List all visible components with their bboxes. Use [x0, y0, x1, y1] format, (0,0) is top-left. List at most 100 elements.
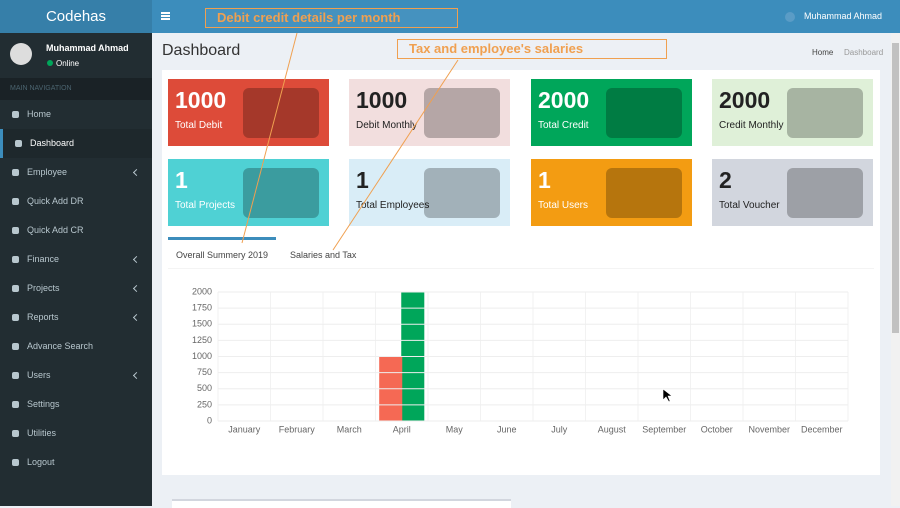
next-panel [172, 499, 511, 508]
user-avatar [785, 12, 795, 22]
card-icon [243, 168, 319, 218]
card-label: Total Voucher [719, 200, 780, 211]
info-card: 2000 Total Credit [531, 79, 692, 146]
card-icon [606, 88, 682, 138]
card-label: Total Projects [175, 200, 236, 211]
card-label: Total Employees [356, 200, 430, 211]
menu-item[interactable]: Dashboard [0, 129, 152, 158]
card-icon [424, 168, 500, 218]
card-value: 2000 [719, 87, 771, 113]
x-tick-label: February [279, 424, 316, 434]
card-icon [787, 168, 863, 218]
menu-item[interactable]: Quick Add DR [0, 187, 152, 216]
info-card: 1 Total Employees [349, 159, 510, 226]
menu-icon [12, 401, 19, 408]
menu-toggle[interactable] [161, 12, 170, 14]
menu-label: Projects [27, 283, 60, 293]
x-tick-label: June [497, 424, 517, 434]
status-dot [47, 60, 53, 66]
page-title: Dashboard [162, 42, 241, 59]
sidebar: Muhammad Ahmad Online MAIN NAVIGATION Ho… [0, 33, 152, 506]
x-tick-label: October [701, 424, 733, 434]
x-tick-label: May [446, 424, 464, 434]
y-tick-label: 2000 [192, 286, 212, 296]
brand[interactable]: Codehas [0, 0, 152, 33]
card-value: 1 [356, 167, 369, 193]
scroll-thumb[interactable] [892, 43, 899, 333]
menu-item[interactable]: Quick Add CR [0, 216, 152, 245]
menu-icon [12, 285, 19, 292]
y-tick-label: 0 [207, 415, 212, 425]
annotation: Debit credit details per month [205, 8, 458, 28]
card-value: 2000 [538, 87, 590, 113]
menu-icon [12, 169, 19, 176]
x-tick-label: July [551, 424, 568, 434]
info-card: 1000 Total Debit [168, 79, 329, 146]
menu-icon [12, 343, 19, 350]
x-tick-label: November [748, 424, 790, 434]
menu-item[interactable]: Users [0, 361, 152, 390]
x-tick-label: January [228, 424, 261, 434]
menu-label: Employee [27, 167, 68, 177]
section-header: MAIN NAVIGATION [0, 78, 152, 100]
menu-item[interactable]: Projects [0, 274, 152, 303]
tab[interactable]: Overall Summery 2019 [168, 237, 276, 268]
x-tick-label: April [393, 424, 411, 434]
breadcrumb-current: Dashboard [844, 48, 884, 57]
menu-item[interactable]: Home [0, 100, 152, 129]
menu-icon [12, 372, 19, 379]
menu-label: Dashboard [30, 138, 75, 148]
menu-icon [15, 140, 22, 147]
menu-label: Quick Add CR [27, 225, 84, 235]
menu-label: Home [27, 109, 52, 119]
menu-icon [12, 111, 19, 118]
card-value: 1 [175, 167, 188, 193]
card-label: Total Credit [538, 120, 589, 131]
menu-item[interactable]: Employee [0, 158, 152, 187]
x-tick-label: September [642, 424, 686, 434]
menu-icon [12, 314, 19, 321]
menu-item[interactable]: Settings [0, 390, 152, 419]
scrollbar[interactable] [891, 33, 900, 506]
menu-label: Settings [27, 399, 60, 409]
y-tick-label: 1250 [192, 335, 212, 345]
menu-item[interactable]: Finance [0, 245, 152, 274]
menu-icon [12, 256, 19, 263]
info-card: 1000 Debit Monthly [349, 79, 510, 146]
x-tick-label: August [598, 424, 627, 434]
card-value: 2 [719, 167, 732, 193]
card-label: Total Users [538, 200, 589, 211]
menu-label: Finance [27, 254, 60, 264]
y-tick-label: 250 [197, 399, 212, 409]
card-label: Credit Monthly [719, 120, 784, 131]
info-card: 1 Total Projects [168, 159, 329, 226]
tab[interactable]: Salaries and Tax [290, 250, 357, 260]
cursor [662, 388, 673, 403]
y-tick-label: 1500 [192, 319, 212, 329]
card-icon [787, 88, 863, 138]
x-tick-label: March [337, 424, 362, 434]
menu-label: Utilities [27, 428, 57, 438]
breadcrumb-home[interactable]: Home [812, 48, 834, 57]
card-label: Total Debit [175, 120, 223, 131]
menu-label: Quick Add DR [27, 196, 84, 206]
y-tick-label: 1000 [192, 351, 212, 361]
menu-item[interactable]: Logout [0, 448, 152, 477]
menu-icon [12, 459, 19, 466]
card-icon [606, 168, 682, 218]
tab-rule [168, 268, 874, 269]
menu-item[interactable]: Reports [0, 303, 152, 332]
menu-icon [12, 430, 19, 437]
avatar [10, 43, 32, 65]
y-tick-label: 750 [197, 367, 212, 377]
status: Online [56, 59, 80, 68]
annotation-line [241, 32, 298, 244]
header-user[interactable]: Muhammad Ahmad [804, 11, 883, 21]
info-card: 1 Total Users [531, 159, 692, 226]
y-tick-label: 1750 [192, 303, 212, 313]
menu-item[interactable]: Utilities [0, 419, 152, 448]
menu-item[interactable]: Advance Search [0, 332, 152, 361]
menu-label: Logout [27, 457, 55, 467]
